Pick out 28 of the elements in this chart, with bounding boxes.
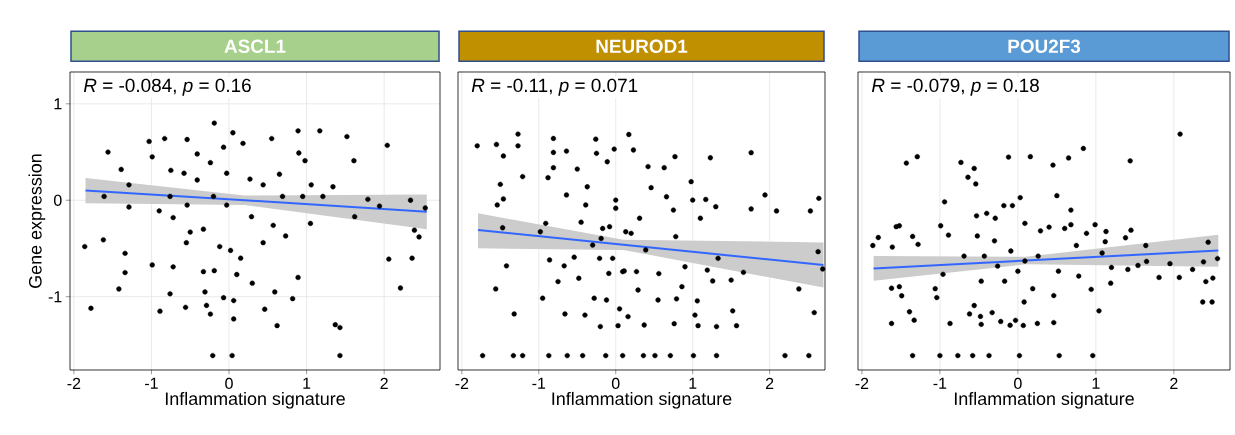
x-axis-title: Inflammation signature xyxy=(552,391,732,409)
x-tick-label: -2 xyxy=(67,377,81,389)
x-tick-label: -2 xyxy=(855,377,869,389)
x-tick-label: 0 xyxy=(1014,377,1022,390)
text: R = -0.079, p = 0.18 xyxy=(871,78,1039,96)
x-tick-label: 2 xyxy=(1170,377,1178,389)
y-tick-label: -1 xyxy=(48,291,62,303)
x-tick-label: -1 xyxy=(145,377,158,389)
chart-title: POU2F3 xyxy=(1008,39,1081,53)
x-axis-title: Inflammation signature xyxy=(954,391,1134,409)
chart-title: ASCL1 xyxy=(224,39,286,53)
y-tick-label: 1 xyxy=(54,98,62,110)
x-tick-label: 0 xyxy=(225,377,233,390)
y-tick-label: 0 xyxy=(53,194,62,206)
chart-title: NEUROD1 xyxy=(596,39,688,53)
y-axis-title: Gene expression xyxy=(28,154,46,288)
text: R = -0.11, p = 0.071 xyxy=(471,78,638,96)
x-axis-title: Inflammation signature xyxy=(165,391,345,409)
x-tick-label: 1 xyxy=(303,377,311,389)
x-tick-label: 2 xyxy=(380,377,388,389)
x-tick-label: -1 xyxy=(532,377,546,389)
x-tick-label: 1 xyxy=(689,377,697,389)
x-tick-label: -1 xyxy=(933,377,947,389)
x-tick-label: 1 xyxy=(1092,377,1100,389)
x-tick-label: 2 xyxy=(765,377,774,389)
x-tick-label: -2 xyxy=(455,377,469,389)
x-tick-label: 0 xyxy=(611,377,620,390)
annotation: R = -0.084, p = 0.16 xyxy=(83,78,251,96)
